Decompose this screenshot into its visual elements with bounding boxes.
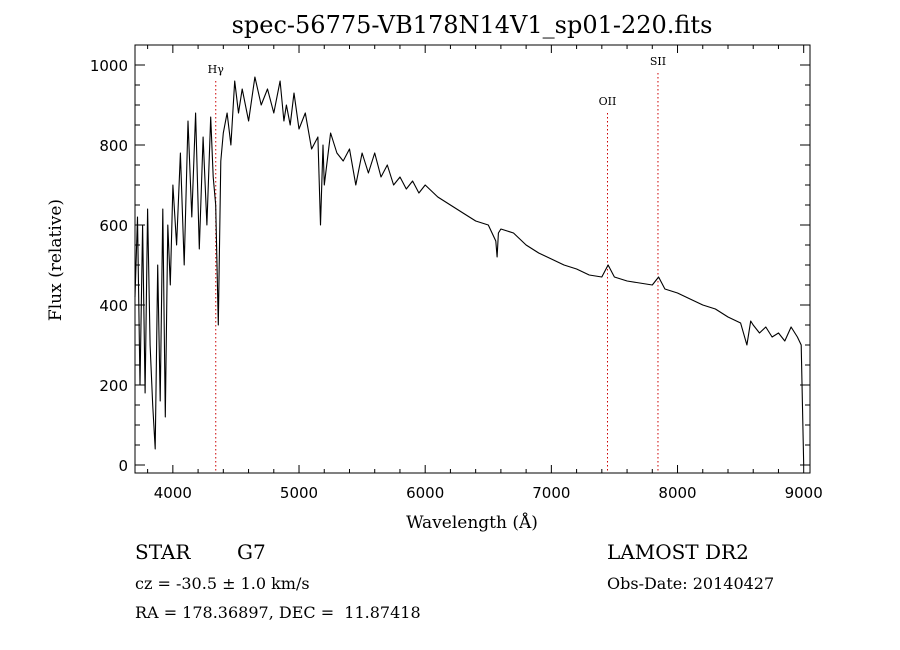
x-tick-label: 6000 xyxy=(406,484,444,502)
line-marker-label: SII xyxy=(650,55,666,68)
line-marker-label: Hγ xyxy=(208,63,225,76)
line-annotations: Hγ OII SII xyxy=(208,55,666,108)
axes: 4000 5000 6000 7000 8000 9000 0 200 400 600 800 100… xyxy=(90,44,823,502)
object-subclass: G7 xyxy=(237,540,266,564)
y-tick-label: 0 xyxy=(118,457,128,475)
object-type: STAR xyxy=(135,540,191,564)
chart-title: spec-56775-VB178N14V1_sp01-220.fits xyxy=(232,11,713,39)
x-tick-label: 9000 xyxy=(785,484,823,502)
line-marker-label: OII xyxy=(599,95,617,108)
y-tick-label: 1000 xyxy=(90,57,128,75)
x-tick-label: 8000 xyxy=(658,484,696,502)
y-tick-label: 800 xyxy=(99,137,128,155)
x-tick-label: 5000 xyxy=(280,484,318,502)
x-tick-label: 7000 xyxy=(532,484,570,502)
survey-name: LAMOST DR2 xyxy=(607,540,749,564)
y-tick-label: 400 xyxy=(99,297,128,315)
observation-date: Obs-Date: 20140427 xyxy=(607,574,775,593)
redshift-velocity: cz = -30.5 ± 1.0 km/s xyxy=(135,574,310,593)
sky-coordinates: RA = 178.36897, DEC = 11.87418 xyxy=(135,603,421,622)
y-axis-label: Flux (relative) xyxy=(46,199,66,321)
plot-frame xyxy=(134,44,811,474)
series-layer xyxy=(134,76,805,466)
y-tick-label: 600 xyxy=(99,217,128,235)
line-markers xyxy=(215,73,659,473)
x-tick-label: 4000 xyxy=(154,484,192,502)
x-axis-label: Wavelength (Å) xyxy=(406,512,538,533)
y-tick-label: 200 xyxy=(99,377,128,395)
spectrum-line xyxy=(134,76,805,466)
